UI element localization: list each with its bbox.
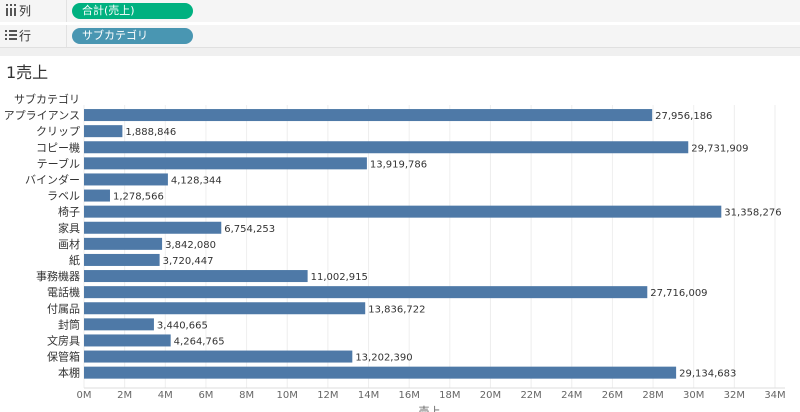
category-label: 椅子 bbox=[58, 205, 80, 219]
shelf-divider bbox=[66, 25, 67, 47]
category-label: 付属品 bbox=[47, 302, 80, 315]
data-label: 1,888,846 bbox=[125, 127, 176, 138]
tick-label: 32M bbox=[724, 390, 745, 401]
row-header: サブカテゴリ bbox=[14, 92, 80, 106]
columns-icon bbox=[6, 4, 16, 16]
bar bbox=[84, 253, 160, 266]
tick-label: 6M bbox=[198, 390, 213, 401]
bar bbox=[84, 205, 722, 218]
columns-shelf-label: 列 bbox=[19, 4, 32, 18]
data-label: 11,002,915 bbox=[311, 272, 368, 283]
shelf-gap bbox=[0, 22, 800, 25]
category-label: 家具 bbox=[58, 221, 80, 235]
bar bbox=[84, 318, 154, 331]
bar bbox=[84, 350, 353, 363]
data-label: 29,134,683 bbox=[679, 369, 736, 380]
tick-label: 8M bbox=[239, 390, 254, 401]
tick-label: 14M bbox=[358, 390, 379, 401]
data-label: 27,716,009 bbox=[650, 288, 707, 299]
tick-label: 26M bbox=[602, 390, 623, 401]
tick-label: 0M bbox=[77, 390, 92, 401]
data-label: 31,358,276 bbox=[724, 208, 781, 219]
shelf-divider bbox=[66, 0, 67, 22]
data-label: 3,720,447 bbox=[163, 256, 214, 267]
category-label: テーブル bbox=[37, 156, 80, 170]
bar bbox=[84, 221, 222, 234]
category-label: 事務機器 bbox=[36, 269, 80, 283]
tick-label: 16M bbox=[398, 390, 419, 401]
data-label: 27,956,186 bbox=[655, 111, 712, 122]
category-label: ラベル bbox=[47, 190, 80, 203]
rows-shelf: 行 サブカテゴリ bbox=[0, 25, 800, 48]
data-label: 29,731,909 bbox=[691, 143, 748, 154]
data-label: 3,842,080 bbox=[165, 240, 216, 251]
tick-label: 12M bbox=[317, 390, 338, 401]
category-label: 文房具 bbox=[47, 333, 80, 347]
category-label: 本棚 bbox=[58, 366, 80, 380]
data-label: 3,440,665 bbox=[157, 320, 208, 331]
columns-shelf: 列 合計(売上) bbox=[0, 0, 800, 23]
sheet-title: 1売上 bbox=[6, 63, 49, 82]
bar bbox=[84, 157, 367, 170]
category-label: アプライアンス bbox=[4, 109, 80, 122]
category-label: 電話機 bbox=[47, 285, 80, 299]
category-label: クリップ bbox=[36, 125, 80, 138]
data-label: 4,128,344 bbox=[171, 175, 222, 186]
tick-label: 20M bbox=[480, 390, 501, 401]
tick-label: 30M bbox=[683, 390, 704, 401]
data-label: 13,919,786 bbox=[370, 159, 427, 170]
bar bbox=[84, 302, 366, 315]
x-axis-title: 売上 bbox=[419, 405, 441, 412]
tick-label: 28M bbox=[642, 390, 663, 401]
category-label: 封筒 bbox=[58, 317, 80, 331]
category-label: コピー機 bbox=[36, 140, 80, 154]
data-label: 4,264,765 bbox=[174, 336, 225, 347]
bar bbox=[84, 141, 689, 154]
rows-shelf-label: 行 bbox=[19, 29, 32, 43]
data-label: 13,202,390 bbox=[355, 353, 412, 364]
category-label: 紙 bbox=[69, 253, 80, 267]
bar bbox=[84, 173, 168, 186]
data-label: 6,754,253 bbox=[224, 224, 275, 235]
tick-label: 22M bbox=[520, 390, 541, 401]
sum-sales-pill[interactable]: 合計(売上) bbox=[72, 3, 193, 19]
bar bbox=[84, 270, 308, 283]
category-label: 画材 bbox=[58, 237, 80, 251]
rows-icon bbox=[5, 30, 17, 40]
tick-label: 34M bbox=[764, 390, 785, 401]
tick-label: 18M bbox=[439, 390, 460, 401]
bar bbox=[84, 189, 110, 202]
tick-label: 10M bbox=[277, 390, 298, 401]
subcategory-pill[interactable]: サブカテゴリ bbox=[72, 28, 193, 44]
data-label: 1,278,566 bbox=[113, 192, 164, 203]
bar bbox=[84, 366, 677, 379]
bar bbox=[84, 237, 163, 250]
bar bbox=[84, 334, 171, 347]
bar bbox=[84, 286, 648, 299]
category-label: バインダー bbox=[25, 172, 80, 186]
bar bbox=[84, 109, 653, 122]
category-label: 保管箱 bbox=[47, 350, 80, 364]
tick-label: 24M bbox=[561, 390, 582, 401]
sheet-separator bbox=[0, 47, 800, 56]
data-label: 13,836,722 bbox=[368, 304, 425, 315]
tick-label: 2M bbox=[117, 390, 132, 401]
bar bbox=[84, 125, 123, 138]
tick-label: 4M bbox=[158, 390, 173, 401]
